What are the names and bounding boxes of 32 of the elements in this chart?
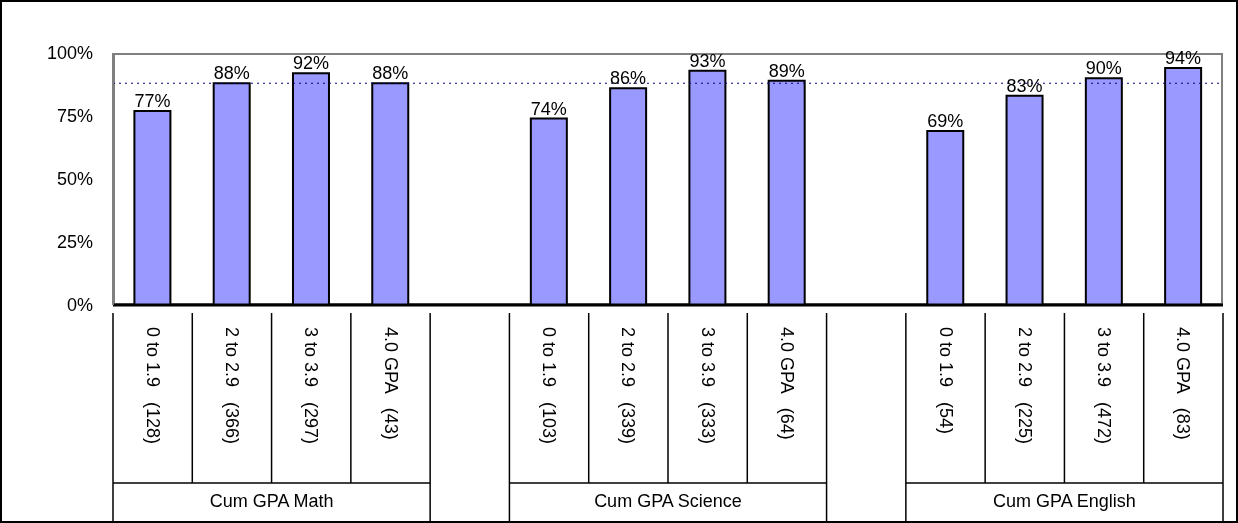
y-tick-label: 0% — [66, 295, 93, 315]
data-label: 74% — [530, 98, 567, 119]
x-tick-label: 2 to 2.9 (225) — [1014, 327, 1035, 445]
y-tick-label: 25% — [56, 232, 93, 252]
x-tick-label: 0 to 1.9 (103) — [539, 327, 560, 445]
x-tick-label: 3 to 3.9 (472) — [1094, 327, 1115, 445]
data-label: 90% — [1085, 58, 1122, 79]
x-tick-label: 2 to 2.9 (339) — [618, 327, 639, 445]
data-label: 88% — [372, 63, 409, 84]
x-tick-label: 4.0 GPA (83) — [1173, 327, 1194, 440]
y-tick-label: 100% — [46, 43, 93, 63]
data-label: 89% — [768, 60, 805, 81]
x-tick-label: 0 to 1.9 (128) — [142, 327, 163, 445]
x-tick-label: 3 to 3.9 (333) — [697, 327, 718, 445]
x-tick-label: 3 to 3.9 (297) — [301, 327, 322, 445]
y-tick-label: 50% — [56, 169, 93, 189]
data-label: 93% — [689, 50, 726, 71]
x-tick-label: 4.0 GPA (64) — [776, 327, 797, 440]
x-tick-label: 0 to 1.9 (54) — [935, 327, 956, 435]
data-label: 69% — [927, 111, 964, 132]
x-tick-label: 2 to 2.9 (366) — [221, 327, 242, 445]
data-label: 88% — [213, 63, 250, 84]
x-tick-label: 4.0 GPA (43) — [380, 327, 401, 440]
y-tick-label: 75% — [56, 106, 93, 126]
data-label: 83% — [1006, 75, 1043, 96]
text: Cum GPA Math — [209, 491, 334, 511]
text: Cum GPA Science — [594, 491, 742, 511]
data-label: 92% — [292, 53, 329, 74]
text: Cum GPA English — [993, 491, 1136, 511]
data-label: 86% — [610, 68, 647, 89]
data-label: 94% — [1165, 48, 1202, 69]
data-label: 77% — [134, 90, 171, 111]
